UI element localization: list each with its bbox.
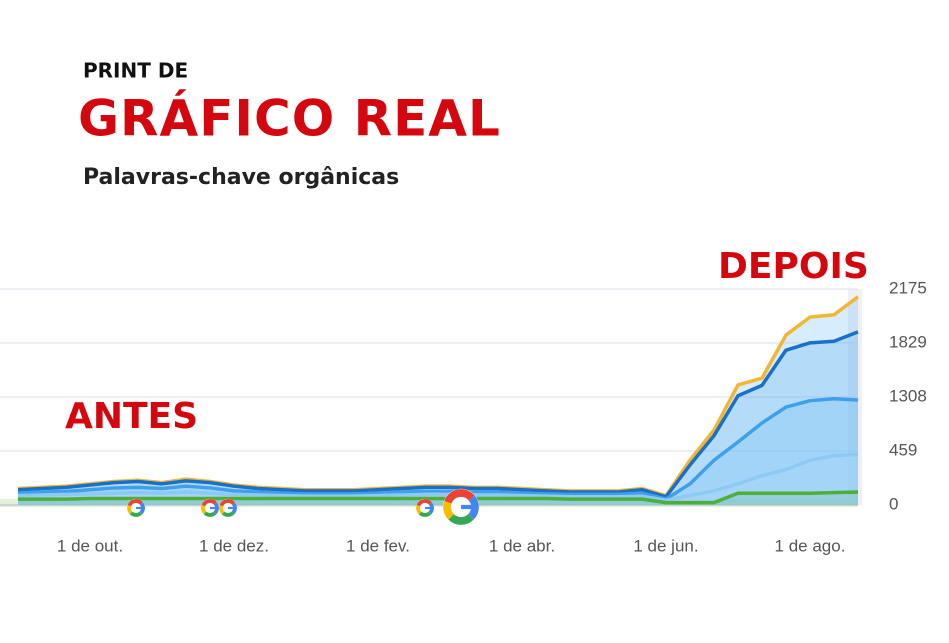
google-icon [442,488,480,526]
series-line [17,452,859,503]
icon-arc [201,499,217,507]
icon-bar [425,506,434,510]
x-tick-label: 1 de dez. [199,536,269,555]
icon-arc [201,504,207,515]
google-icon [200,498,220,518]
icon-arc [127,504,133,515]
google-icon [126,498,146,518]
chart-title: GRÁFICO REAL [78,89,501,148]
icon-bar [228,506,237,510]
x-tick-label: 1 de jun. [633,536,698,555]
x-tick-label: 1 de abr. [489,536,555,555]
x-tick-label: 1 de ago. [775,536,846,555]
y-tick-label: 2175 [889,278,927,297]
annotation: DEPOIS [718,246,869,287]
icon-arc [418,511,432,517]
series-line [17,330,859,499]
x-tick-label: 1 de out. [57,536,123,555]
kicker: PRINT DE [83,59,188,83]
subtitle: Palavras-chave orgânicas [83,165,399,190]
y-tick-label: 1308 [889,386,927,405]
google-icons [126,488,480,526]
icon-arc [203,511,217,517]
icon-arc [129,511,143,517]
icon-bar [136,506,145,510]
google-icon [415,498,435,518]
icon-arc [443,500,455,520]
icon-arc [444,489,475,504]
y-tick-label: 0 [889,494,898,513]
icon-arc [416,499,432,507]
icon-arc [219,504,225,515]
google-icon [218,498,238,518]
y-tick-label: 459 [889,440,917,459]
series-line [17,397,859,501]
icon-arc [219,499,235,507]
labels: 0 459 1308 1829 2175 1 de out. 1 de dez. 1 de f… [57,278,927,555]
y-tick-label: 1829 [889,332,927,351]
annotation: ANTES [65,396,198,437]
icon-bar [210,506,219,510]
x-tick-label: 1 de fev. [346,536,410,555]
icon-arc [448,513,474,525]
series-line [18,490,859,505]
lines [17,295,860,505]
icon-bar [461,504,479,510]
icon-arc [416,504,422,515]
icon-arc [221,511,235,517]
icon-arc [127,499,143,507]
